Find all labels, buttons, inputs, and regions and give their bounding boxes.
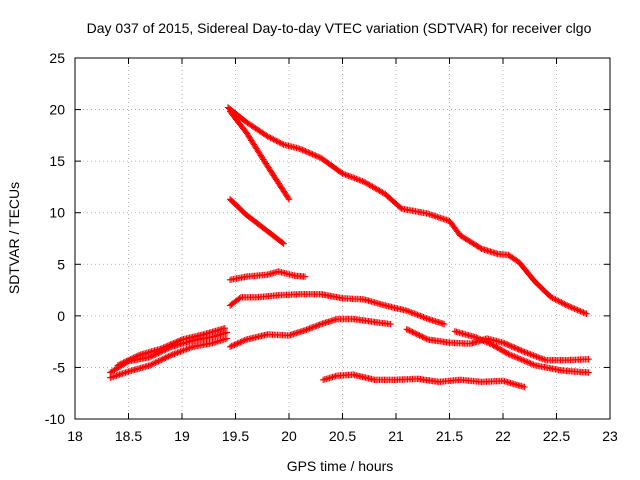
series-arc-4 <box>226 268 309 283</box>
x-tick-label: 22 <box>495 428 511 444</box>
y-tick-label: 5 <box>57 256 65 272</box>
data-series <box>107 104 592 391</box>
series-markers <box>114 325 228 369</box>
axis-ticks: 18 18.5 19 19.5 20 20.5 21 21.5 22 22.5 23 -10 -5 0 5 1… <box>45 50 618 444</box>
series-arc-8 <box>451 328 592 376</box>
x-tick-label: 19 <box>174 428 190 444</box>
y-tick-label: 25 <box>49 50 65 66</box>
x-axis-title: GPS time / hours <box>287 458 394 474</box>
x-tick-label: 23 <box>602 428 618 444</box>
x-tick-label: 21.5 <box>436 428 463 444</box>
series-arc-11 <box>107 335 231 381</box>
series-markers <box>226 291 448 328</box>
series-arc-1 <box>224 104 590 317</box>
series-markers <box>226 315 394 350</box>
x-tick-label: 19.5 <box>222 428 249 444</box>
series-arc-12 <box>114 325 228 369</box>
x-tick-label: 21 <box>388 428 404 444</box>
series-arc-5 <box>226 291 448 328</box>
x-tick-label: 20 <box>281 428 297 444</box>
series-markers <box>107 335 231 381</box>
y-tick-label: -10 <box>45 411 65 427</box>
x-tick-label: 20.5 <box>329 428 356 444</box>
series-markers <box>226 108 293 203</box>
x-tick-label: 18 <box>67 428 83 444</box>
y-tick-label: 10 <box>49 205 65 221</box>
series-markers <box>226 196 287 247</box>
y-axis-title: SDTVAR / TECUs <box>6 182 22 294</box>
x-tick-label: 18.5 <box>115 428 142 444</box>
y-tick-label: 20 <box>49 102 65 118</box>
series-arc-3 <box>226 196 287 247</box>
series-arc-2 <box>226 108 293 203</box>
x-tick-label: 22.5 <box>543 428 570 444</box>
series-markers <box>451 328 592 376</box>
chart-title: Day 037 of 2015, Sidereal Day-to-day VTE… <box>87 20 592 36</box>
y-tick-label: 15 <box>49 153 65 169</box>
y-tick-label: 0 <box>57 308 65 324</box>
series-arc-9 <box>320 371 528 391</box>
y-tick-label: -5 <box>53 359 66 375</box>
series-markers <box>226 268 309 283</box>
series-markers <box>224 104 590 317</box>
series-arc-6 <box>226 315 394 350</box>
series-markers <box>320 371 528 391</box>
